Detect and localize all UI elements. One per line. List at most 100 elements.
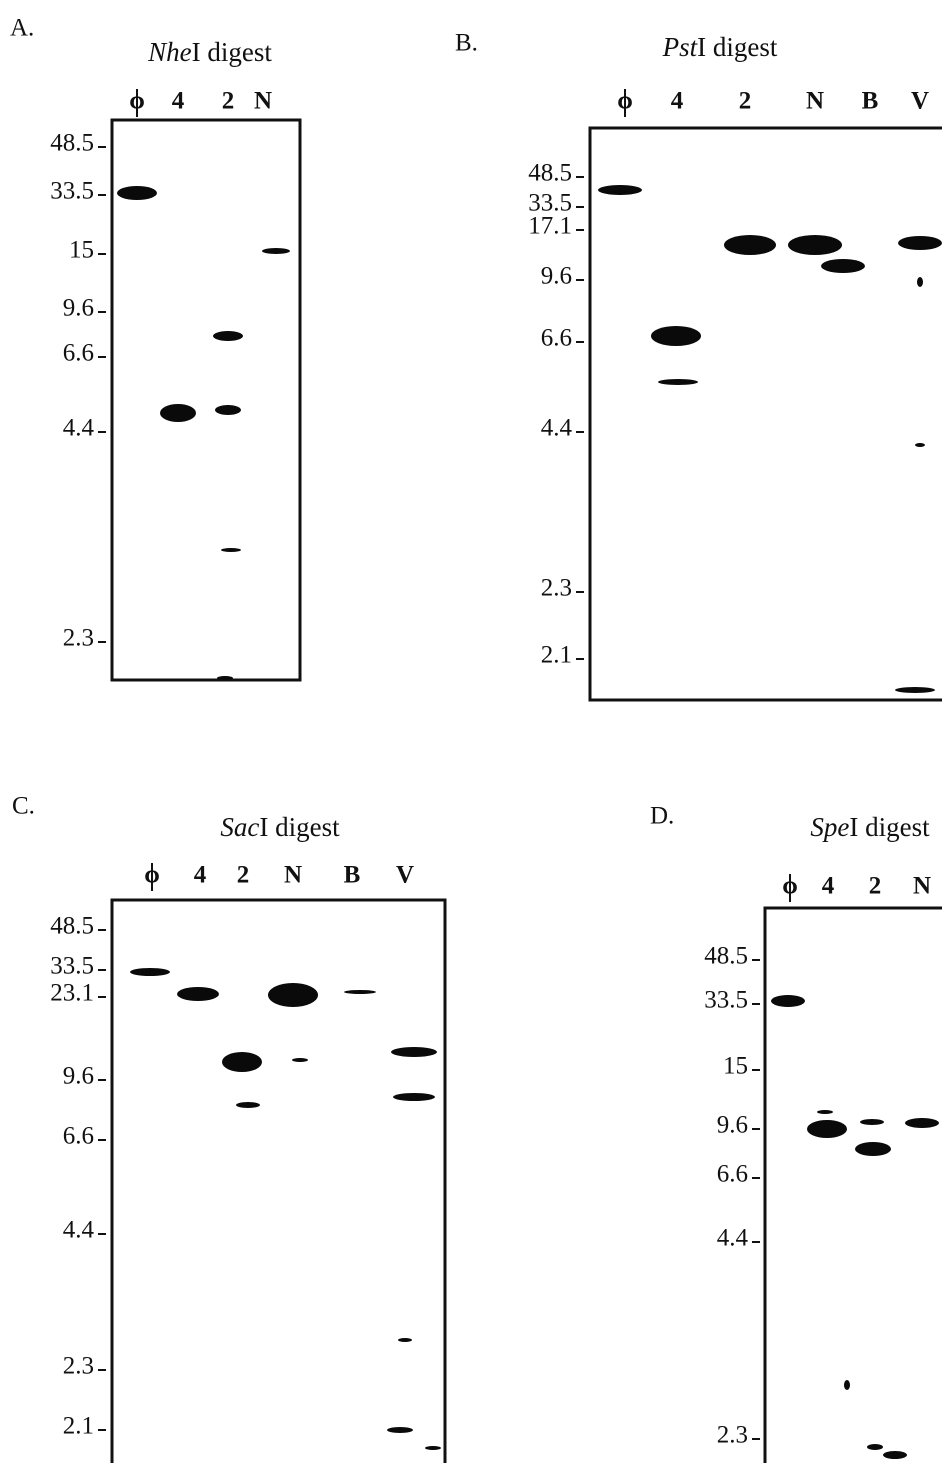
band [177,987,219,1001]
title-text: I digest [849,812,930,842]
band [213,331,243,341]
size-marker: 6.6 [63,340,94,367]
size-marker: 9.6 [541,263,572,290]
blot-frame [110,898,447,1463]
size-marker: 2.3 [541,575,572,602]
lane-label: B [344,862,361,889]
lane-label: 2 [739,88,752,115]
panel-label: A. [10,15,34,42]
band [915,443,925,447]
size-marker: 23.1 [50,980,94,1007]
size-marker: 2.1 [63,1413,94,1440]
size-marker: 2.3 [63,1353,94,1380]
size-marker: 6.6 [63,1123,94,1150]
band [860,1119,884,1125]
size-marker: 4.4 [717,1225,749,1252]
size-marker: 15 [69,237,94,264]
size-marker: 17.1 [528,213,572,240]
lane-label: N [806,88,824,115]
band [215,405,241,415]
band [821,259,865,273]
blot-frame [588,126,942,702]
size-marker: 9.6 [717,1112,748,1139]
panel: C.SacI digestϕ42NBV48.533.523.19.66.64.4… [12,793,447,1463]
band [217,676,233,680]
lane-label: V [911,88,929,115]
title-text: I digest [259,812,340,842]
band [236,1102,260,1108]
panel-label: C. [12,793,35,820]
panel-title: PstI digest [662,32,778,62]
band [867,1444,883,1450]
size-marker: 33.5 [704,987,748,1014]
lane-label: 2 [222,88,235,115]
band [292,1058,308,1062]
size-marker: 2.1 [541,642,572,669]
band [160,404,196,422]
lane-label: 2 [237,862,250,889]
size-marker: 33.5 [528,190,572,217]
blot-frame [763,906,942,1463]
size-marker: 6.6 [717,1161,748,1188]
lane-label: 4 [671,88,684,115]
band [724,235,776,255]
lane-label: 2 [869,873,882,900]
band [883,1451,907,1459]
enzyme-name: Nhe [147,37,192,67]
band [393,1093,435,1101]
size-marker: 48.5 [50,130,94,157]
blot-frame [110,118,302,682]
band [117,186,157,200]
size-marker: 4.4 [63,1217,95,1244]
lane-label: B [862,88,879,115]
size-marker: 4.4 [541,415,573,442]
panel-title: SacI digest [220,812,340,842]
size-marker: 48.5 [528,160,572,187]
size-marker: 15 [723,1053,748,1080]
band [807,1120,847,1138]
enzyme-name: Spe [810,812,849,842]
lane-label: 4 [172,88,185,115]
band [425,1446,441,1450]
size-marker: 48.5 [50,913,94,940]
band [855,1142,891,1156]
lane-label: N [913,873,931,900]
panel-title: SpeI digest [810,812,930,842]
panel: B.PstI digestϕ42NBV48.533.517.19.66.64.4… [455,30,942,702]
title-text: I digest [192,37,273,67]
band [898,236,942,250]
band [268,983,318,1007]
size-marker: 6.6 [541,325,572,352]
band [771,995,805,1007]
band [222,1052,262,1072]
band [651,326,701,346]
band [130,968,170,976]
lane-label: V [396,862,414,889]
band [398,1338,412,1342]
band [817,1110,833,1114]
panel-label: B. [455,30,478,57]
band [917,277,923,287]
band [221,548,241,552]
band [788,235,842,255]
size-marker: 4.4 [63,415,95,442]
size-marker: 9.6 [63,295,94,322]
band [344,990,376,994]
title-text: I digest [697,32,778,62]
lane-label: N [254,88,272,115]
lane-label: 4 [822,873,835,900]
enzyme-name: Pst [662,32,699,62]
size-marker: 2.3 [63,625,94,652]
panel-title: NheI digest [147,37,272,67]
lane-label: N [284,862,302,889]
band [262,248,290,254]
band [658,379,698,385]
size-marker: 33.5 [50,953,94,980]
band [895,687,935,693]
size-marker: 2.3 [717,1422,748,1449]
